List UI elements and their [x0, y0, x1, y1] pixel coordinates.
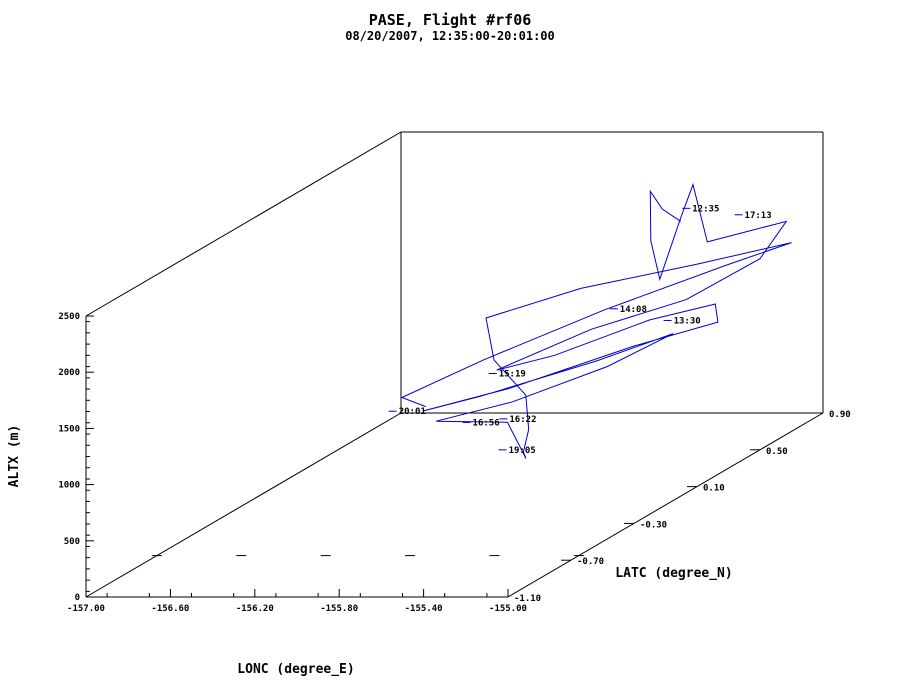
y-axis-label: LATC (degree_N): [615, 566, 732, 581]
time-label: 13:30: [674, 316, 701, 326]
x-axis-label: LONC (degree_E): [237, 662, 354, 677]
lon-tick-label: -155.00: [489, 604, 527, 614]
lat-tick-label: 0.90: [829, 410, 851, 420]
axes-frame: [85, 131, 824, 598]
alt-tick-label: 500: [64, 537, 80, 547]
alt-tick-label: 2500: [58, 312, 80, 322]
time-label: 16:56: [473, 418, 500, 428]
alt-tick-label: 1000: [58, 481, 80, 491]
lat-tick-label: -0.70: [577, 557, 604, 567]
time-label: 12:35: [692, 204, 719, 214]
lon-tick-label: -157.00: [67, 604, 105, 614]
time-label: 20:01: [399, 407, 426, 417]
lon-tick-label: -155.80: [320, 604, 358, 614]
z-axis-label: ALTX (m): [7, 425, 22, 488]
alt-tick-label: 0: [75, 593, 80, 603]
alt-tick-label: 2000: [58, 368, 80, 378]
flight-track-line: [400, 182, 792, 459]
lat-tick-label: -1.10: [514, 594, 541, 604]
frame-edge: [507, 412, 824, 598]
time-label: 17:13: [745, 211, 772, 221]
lat-axis-ticks: -1.10 -0.70 -0.30 0.10 0.50 0.90: [498, 410, 851, 604]
chart-title: PASE, Flight #rf06: [369, 11, 532, 29]
lon-tick-label: -156.60: [151, 604, 189, 614]
time-label: 15:19: [499, 369, 526, 379]
chart-subtitle: 08/20/2007, 12:35:00-20:01:00: [345, 29, 555, 43]
alt-axis-ticks: 0 500 1000 1500 2000 2500: [58, 312, 94, 603]
lon-axis-ticks: -157.00 -156.60 -156.20 -155.80 -155.40 -155.…: [67, 555, 584, 614]
time-labels: 12:35 13:30 14:08 15:19 16:22 16:56 17:13 19:05…: [388, 204, 772, 456]
lat-tick-label: 0.50: [766, 447, 788, 457]
lon-tick-label: -156.20: [236, 604, 274, 614]
lat-tick-label: 0.10: [703, 484, 725, 494]
frame-edge: [85, 412, 402, 598]
time-label: 16:22: [509, 415, 536, 425]
lat-tick-label: -0.30: [640, 520, 667, 530]
flight-track: [400, 182, 792, 459]
alt-tick-label: 1500: [58, 424, 80, 434]
time-label: 19:05: [509, 446, 536, 456]
time-label: 14:08: [620, 305, 647, 315]
lon-tick-label: -155.40: [405, 604, 443, 614]
frame-edge: [85, 131, 402, 317]
